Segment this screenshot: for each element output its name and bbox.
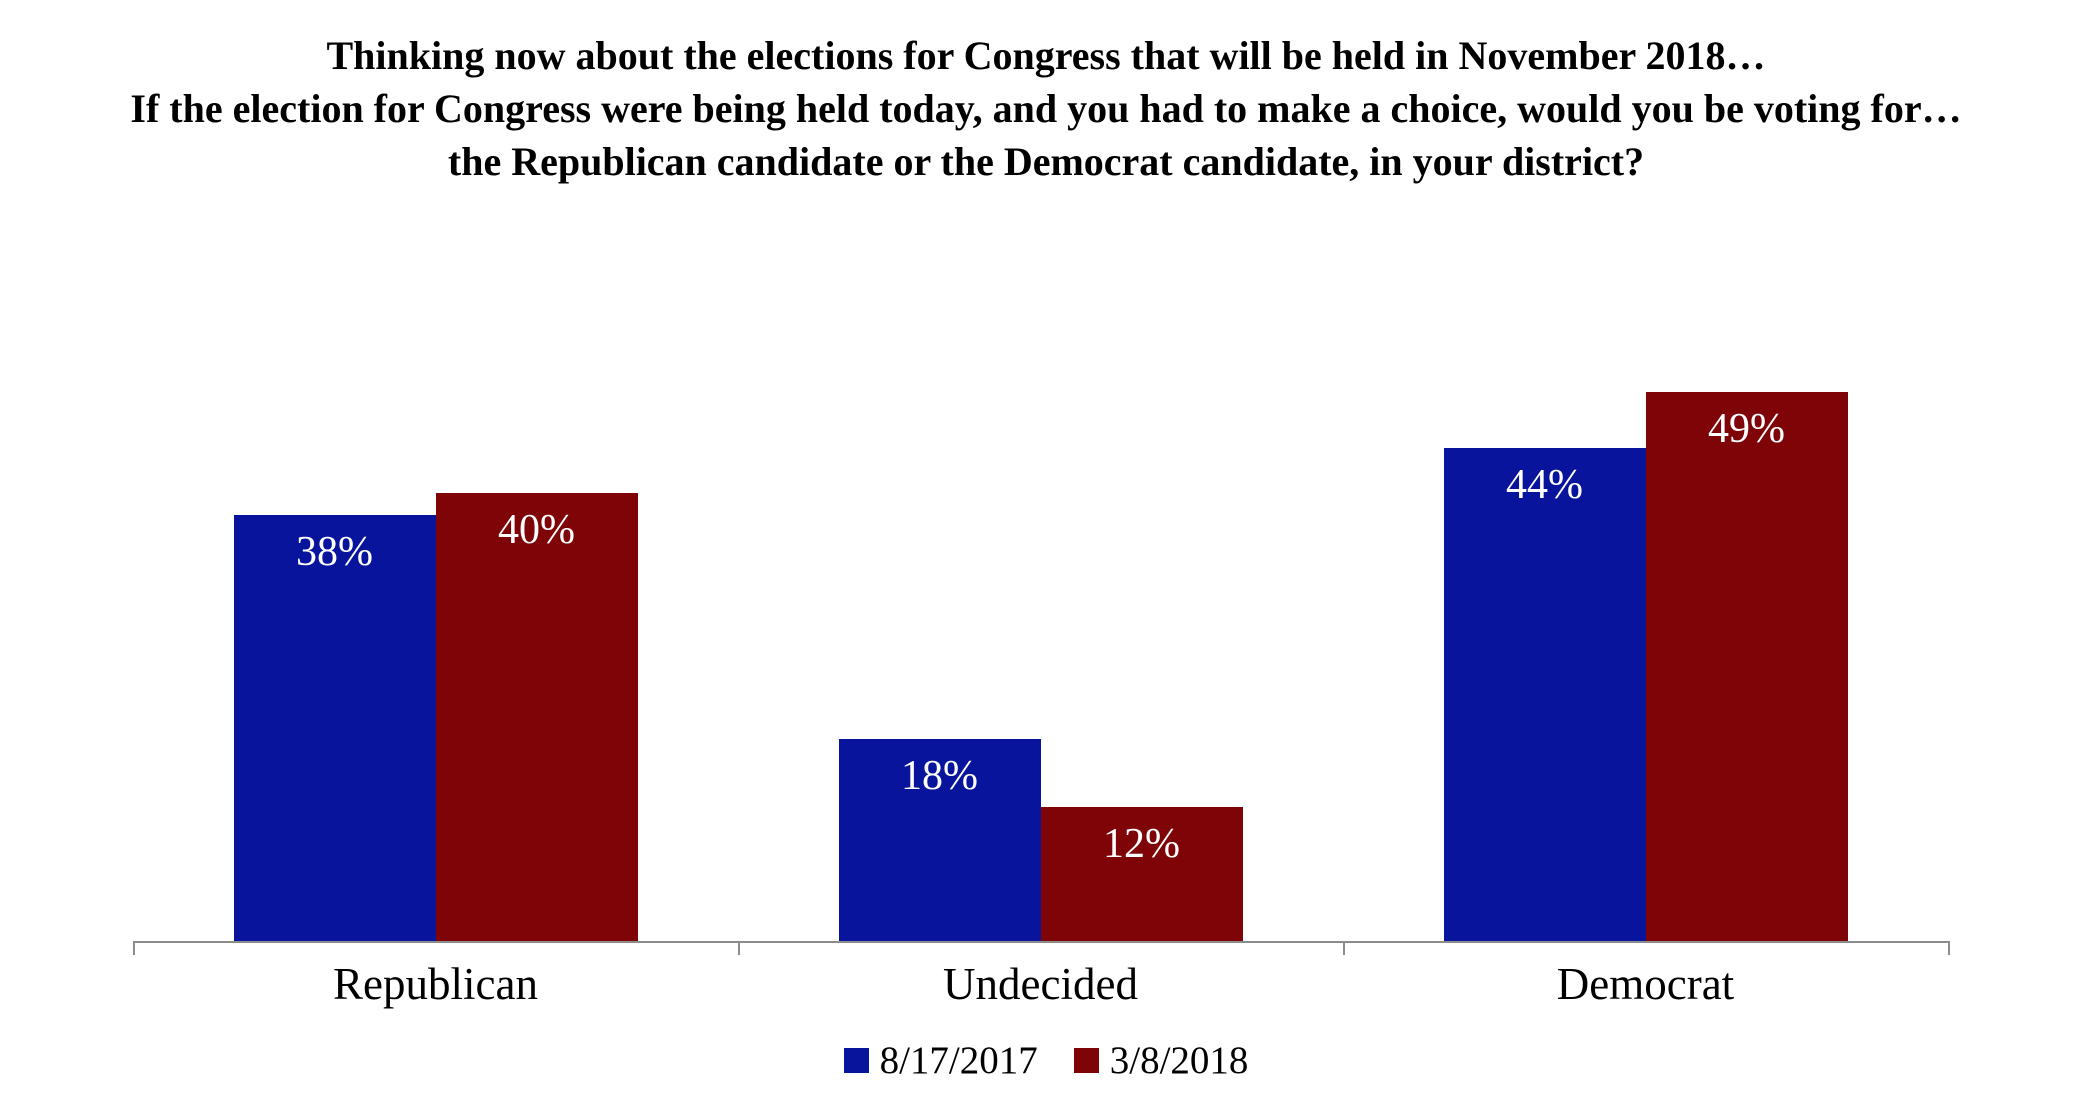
bar-democrat-series-1: 44%	[1443, 448, 1646, 941]
axis-tick	[738, 941, 740, 955]
bar-republican-series-1: 38%	[233, 515, 436, 941]
axis-tick	[1343, 941, 1345, 955]
legend-item-series-2: 3/8/2018	[1073, 1038, 1249, 1083]
bar-democrat-series-2: 49%	[1645, 392, 1848, 941]
category-label-democrat: Democrat	[1556, 959, 1735, 1009]
category-label-republican: Republican	[333, 959, 538, 1009]
bar-value-label: 12%	[1103, 820, 1180, 867]
chart-title: Thinking now about the elections for Con…	[0, 29, 2092, 188]
x-axis-line	[133, 941, 1948, 943]
chart-title-line-3: the Republican candidate or the Democrat…	[447, 139, 1645, 184]
chart-title-line-2: If the election for Congress were being …	[130, 86, 1962, 131]
axis-tick	[133, 941, 135, 955]
legend-swatch-icon	[1073, 1048, 1099, 1073]
legend-label: 3/8/2018	[1109, 1039, 1249, 1082]
chart-title-line-1: Thinking now about the elections for Con…	[326, 33, 1766, 78]
bar-republican-series-2: 40%	[435, 493, 638, 941]
category-label-undecided: Undecided	[943, 959, 1138, 1009]
bar-value-label: 18%	[901, 753, 978, 800]
bar-undecided-series-1: 18%	[838, 739, 1041, 941]
legend-label: 8/17/2017	[879, 1039, 1038, 1082]
legend-swatch-icon	[843, 1048, 869, 1073]
bar-value-label: 49%	[1708, 406, 1785, 453]
axis-tick	[1948, 941, 1950, 955]
legend: 8/17/2017 3/8/2018	[0, 1038, 2092, 1083]
bar-value-label: 40%	[498, 507, 575, 553]
bar-value-label: 38%	[296, 529, 373, 576]
legend-item-series-1: 8/17/2017	[843, 1038, 1038, 1083]
bar-undecided-series-2: 12%	[1040, 806, 1243, 941]
bar-value-label: 44%	[1506, 462, 1583, 509]
